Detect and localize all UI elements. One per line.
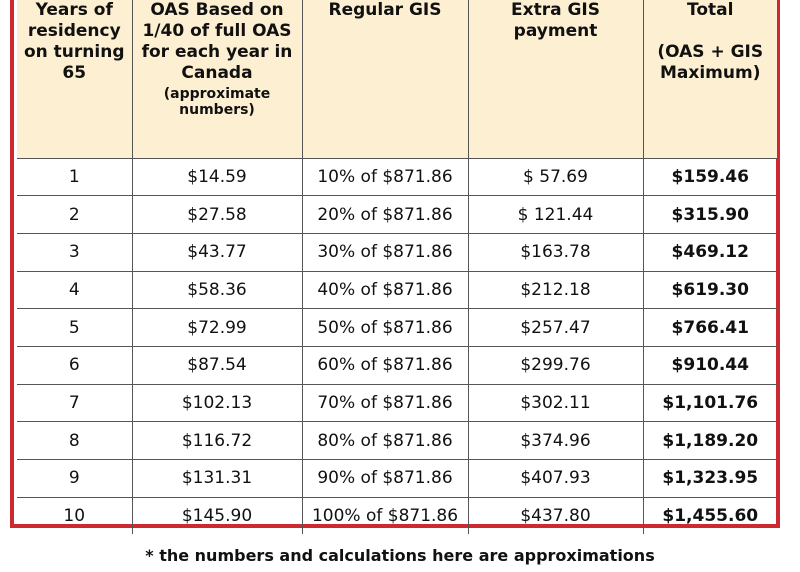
cell-years: 6 [17,345,133,385]
cell-extra-gis: $437.80 [467,496,644,535]
header-extra-gis-label: Extra GIS payment [510,0,600,41]
cell-oas: $14.59 [131,157,303,197]
table-row: 6 $87.54 60% of $871.86 $299.76 $910.44 [17,345,777,385]
cell-oas: $43.77 [131,232,303,272]
header-oas-note: (approximate numbers) [163,86,271,118]
cell-regular-gis: 30% of $871.86 [301,232,469,272]
header-total-note: (OAS + GIS Maximum) [657,42,764,83]
cell-oas: $102.13 [131,383,303,423]
header-total-label: Total [687,0,734,20]
cell-extra-gis: $ 121.44 [467,195,644,234]
cell-oas: $131.31 [131,459,303,498]
header-oas: OAS Based on 1/40 of full OAS for each y… [131,0,303,159]
cell-extra-gis: $257.47 [467,308,644,347]
cell-total: $1,455.60 [642,496,777,535]
cell-total: $315.90 [642,195,777,234]
table-frame: Years of residency on turning 65 OAS Bas… [10,0,780,535]
cell-regular-gis: 90% of $871.86 [301,459,469,498]
table-row: 7 $102.13 70% of $871.86 $302.11 $1,101.… [17,383,777,423]
cell-regular-gis: 100% of $871.86 [301,496,469,535]
cell-extra-gis: $374.96 [467,421,644,460]
cell-extra-gis: $ 57.69 [467,157,644,197]
cell-years: 1 [17,157,133,197]
cell-years: 8 [17,421,133,460]
cell-total: $1,189.20 [642,421,777,460]
header-row: Years of residency on turning 65 OAS Bas… [17,0,778,159]
cell-years: 4 [17,270,133,310]
cell-regular-gis: 50% of $871.86 [301,308,469,347]
table-row: 10 $145.90 100% of $871.86 $437.80 $1,45… [17,496,777,535]
cell-years: 7 [17,383,133,423]
cell-total: $766.41 [642,308,777,347]
header-total-spacer [644,21,778,42]
cell-regular-gis: 20% of $871.86 [301,195,469,234]
header-years: Years of residency on turning 65 [17,0,133,159]
header-years-label: Years of residency on turning 65 [23,0,125,83]
cell-extra-gis: $212.18 [467,270,644,310]
cell-total: $910.44 [642,345,777,385]
cell-extra-gis: $302.11 [467,383,644,423]
cell-oas: $27.58 [131,195,303,234]
cell-total: $619.30 [642,270,777,310]
header-regular-gis-label: Regular GIS [328,0,442,20]
footnote: * the numbers and calculations here are … [145,546,655,565]
cell-regular-gis: 10% of $871.86 [301,157,469,197]
cell-oas: $116.72 [131,421,303,460]
cell-total: $469.12 [642,232,777,272]
header-regular-gis: Regular GIS [301,0,469,159]
table-row: 3 $43.77 30% of $871.86 $163.78 $469.12 [17,232,777,272]
cell-years: 10 [17,496,133,535]
cell-regular-gis: 70% of $871.86 [301,383,469,423]
header-total: Total (OAS + GIS Maximum) [642,0,778,159]
header-extra-gis: Extra GIS payment [467,0,644,159]
cell-years: 5 [17,308,133,347]
oas-gis-table: Years of residency on turning 65 OAS Bas… [17,0,778,535]
cell-extra-gis: $407.93 [467,459,644,498]
table-row: 1 $14.59 10% of $871.86 $ 57.69 $159.46 [17,157,777,197]
cell-total: $1,101.76 [642,383,777,423]
cell-oas: $87.54 [131,345,303,385]
cell-extra-gis: $299.76 [467,345,644,385]
table-row: 9 $131.31 90% of $871.86 $407.93 $1,323.… [17,459,777,498]
cell-regular-gis: 80% of $871.86 [301,421,469,460]
cell-oas: $58.36 [131,270,303,310]
table-row: 4 $58.36 40% of $871.86 $212.18 $619.30 [17,270,777,310]
cell-extra-gis: $163.78 [467,232,644,272]
cell-total: $1,323.95 [642,459,777,498]
cell-total: $159.46 [642,157,777,197]
cell-years: 2 [17,195,133,234]
table-row: 8 $116.72 80% of $871.86 $374.96 $1,189.… [17,421,777,460]
header-oas-label: OAS Based on 1/40 of full OAS for each y… [141,0,293,83]
cell-years: 9 [17,459,133,498]
table-row: 5 $72.99 50% of $871.86 $257.47 $766.41 [17,308,777,347]
cell-years: 3 [17,232,133,272]
cell-regular-gis: 40% of $871.86 [301,270,469,310]
cell-oas: $72.99 [131,308,303,347]
cell-oas: $145.90 [131,496,303,535]
table-row: 2 $27.58 20% of $871.86 $ 121.44 $315.90 [17,195,777,234]
cell-regular-gis: 60% of $871.86 [301,345,469,385]
